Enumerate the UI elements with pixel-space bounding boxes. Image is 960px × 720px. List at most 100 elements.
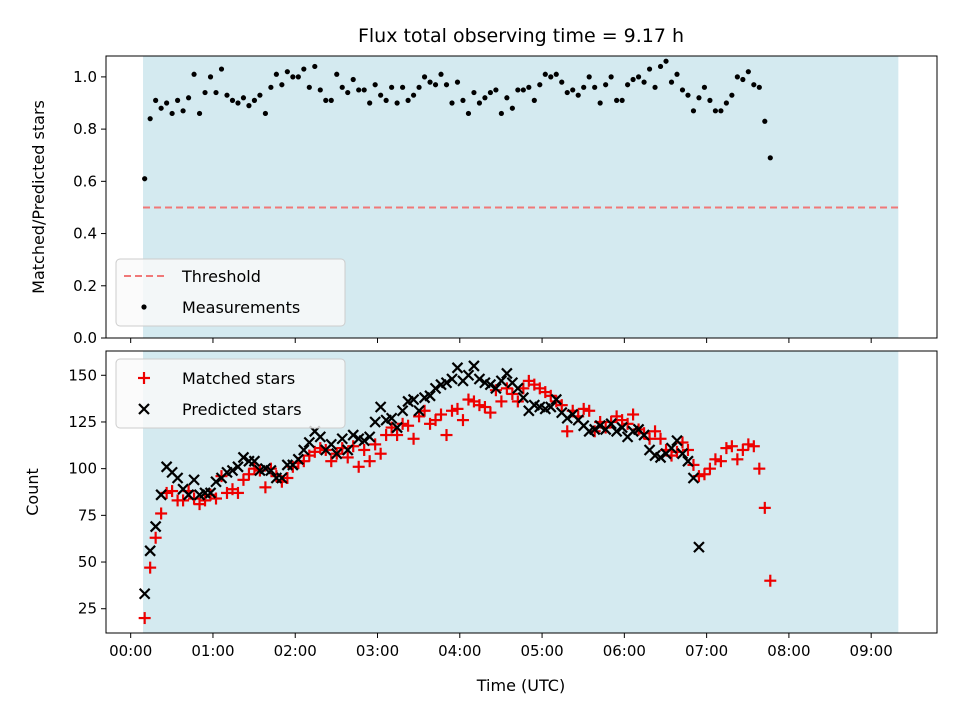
measurement-point xyxy=(196,110,203,117)
bottom-y-axis: 25 50 75 100 125 150 xyxy=(68,366,106,618)
measurement-point xyxy=(449,100,455,106)
matched-star-point xyxy=(731,453,744,466)
measurement-point xyxy=(537,82,543,88)
predicted-star-point xyxy=(638,429,650,441)
measurement-point xyxy=(229,97,236,103)
measurement-point xyxy=(559,79,565,85)
measurement-point xyxy=(630,76,636,83)
predicted-star-point xyxy=(468,360,480,372)
top-y-axis-label: Matched/Predicted stars xyxy=(29,100,48,294)
measurement-point xyxy=(361,87,367,93)
bottom-ytick-label: 25 xyxy=(78,600,97,618)
measurement-point xyxy=(586,74,592,80)
matched-star-point xyxy=(358,443,371,456)
measurement-point xyxy=(729,92,735,98)
measurement-point xyxy=(339,84,345,90)
matched-star-point xyxy=(402,419,415,432)
predicted-star-point xyxy=(303,436,316,449)
measurement-point xyxy=(443,82,450,88)
measurement-point xyxy=(218,66,225,72)
predicted-star-point xyxy=(495,375,508,387)
xtick-label: 06:00 xyxy=(603,642,646,660)
measurement-point xyxy=(509,105,515,111)
predicted-star-point xyxy=(605,418,617,430)
measurement-point xyxy=(515,87,521,93)
measurement-point xyxy=(597,100,603,106)
measurement-point xyxy=(290,74,296,80)
measurement-point xyxy=(635,74,642,80)
top-plot-frame xyxy=(105,55,938,339)
measurement-point xyxy=(487,89,494,96)
chart-title: Flux total observing time = 9.17 h xyxy=(358,25,684,47)
predicted-star-point xyxy=(550,393,563,406)
legend-measurements-label: Measurements xyxy=(182,298,300,317)
predicted-star-point xyxy=(138,588,151,600)
measurement-point xyxy=(185,95,192,101)
measurement-point xyxy=(663,58,669,64)
predicted-star-point xyxy=(341,444,354,456)
measurement-point xyxy=(191,71,197,77)
predicted-star-point xyxy=(369,416,381,428)
predicted-star-point xyxy=(676,447,689,460)
measurement-points xyxy=(142,58,773,182)
measurement-point xyxy=(202,89,208,96)
bottom-y-axis-label: Count xyxy=(23,468,42,516)
predicted-star-point xyxy=(204,487,217,499)
bottom-ytick-label: 150 xyxy=(68,366,97,384)
predicted-star-point xyxy=(693,541,705,553)
measurement-point xyxy=(169,110,175,117)
measurement-point xyxy=(657,63,664,70)
matched-star-point xyxy=(138,612,151,625)
xtick-label: 07:00 xyxy=(685,642,728,660)
measurement-point xyxy=(273,71,279,77)
matched-star-point xyxy=(511,395,524,408)
measurement-point xyxy=(652,84,658,90)
matched-star-point xyxy=(753,462,766,475)
measurement-point xyxy=(460,97,466,103)
matched-star-point xyxy=(435,408,448,421)
legend-threshold-label: Threshold xyxy=(181,267,261,286)
xtick-label: 02:00 xyxy=(274,642,317,660)
matched-star-point xyxy=(687,458,700,471)
legend-predicted-label: Predicted stars xyxy=(182,400,302,419)
measurement-point xyxy=(312,63,318,70)
matched-star-point xyxy=(413,410,426,423)
matched-star-point xyxy=(484,406,497,419)
xtick-label: 03:00 xyxy=(356,642,399,660)
matched-star-point xyxy=(369,438,382,451)
measurement-point xyxy=(207,74,214,80)
top-ytick-label: 0.0 xyxy=(73,329,97,347)
measurement-point xyxy=(383,97,389,103)
predicted-star-point xyxy=(298,444,310,456)
predicted-star-point xyxy=(484,378,497,391)
matched-star-point xyxy=(478,401,491,414)
matched-star-point xyxy=(555,399,568,412)
matched-star-point xyxy=(155,507,168,520)
predicted-star-point xyxy=(325,438,338,451)
predicted-star-point xyxy=(517,391,530,404)
predicted-star-point xyxy=(182,489,195,501)
measurement-point xyxy=(690,108,697,114)
measurement-point xyxy=(142,176,148,182)
matched-star-point xyxy=(380,429,393,442)
measurement-point xyxy=(323,97,329,103)
matched-star-point xyxy=(429,414,442,427)
matched-star-point xyxy=(177,494,190,507)
matched-star-point xyxy=(325,455,338,468)
measurement-point xyxy=(641,79,647,85)
matched-star-point xyxy=(166,485,179,498)
matched-star-point xyxy=(709,453,722,466)
predicted-star-point xyxy=(347,429,359,441)
xtick-label: 09:00 xyxy=(850,642,893,660)
measurement-point xyxy=(246,103,252,109)
predicted-star-point xyxy=(407,393,420,406)
measurement-point xyxy=(174,97,181,103)
measurement-point xyxy=(646,66,653,72)
predicted-star-point xyxy=(501,367,513,380)
predicted-star-point xyxy=(358,434,370,447)
measurement-point xyxy=(696,95,702,101)
x-axis-label: Time (UTC) xyxy=(476,676,565,695)
matched-star-point xyxy=(407,432,420,445)
measurement-point xyxy=(421,74,428,80)
measurement-point xyxy=(438,71,444,77)
